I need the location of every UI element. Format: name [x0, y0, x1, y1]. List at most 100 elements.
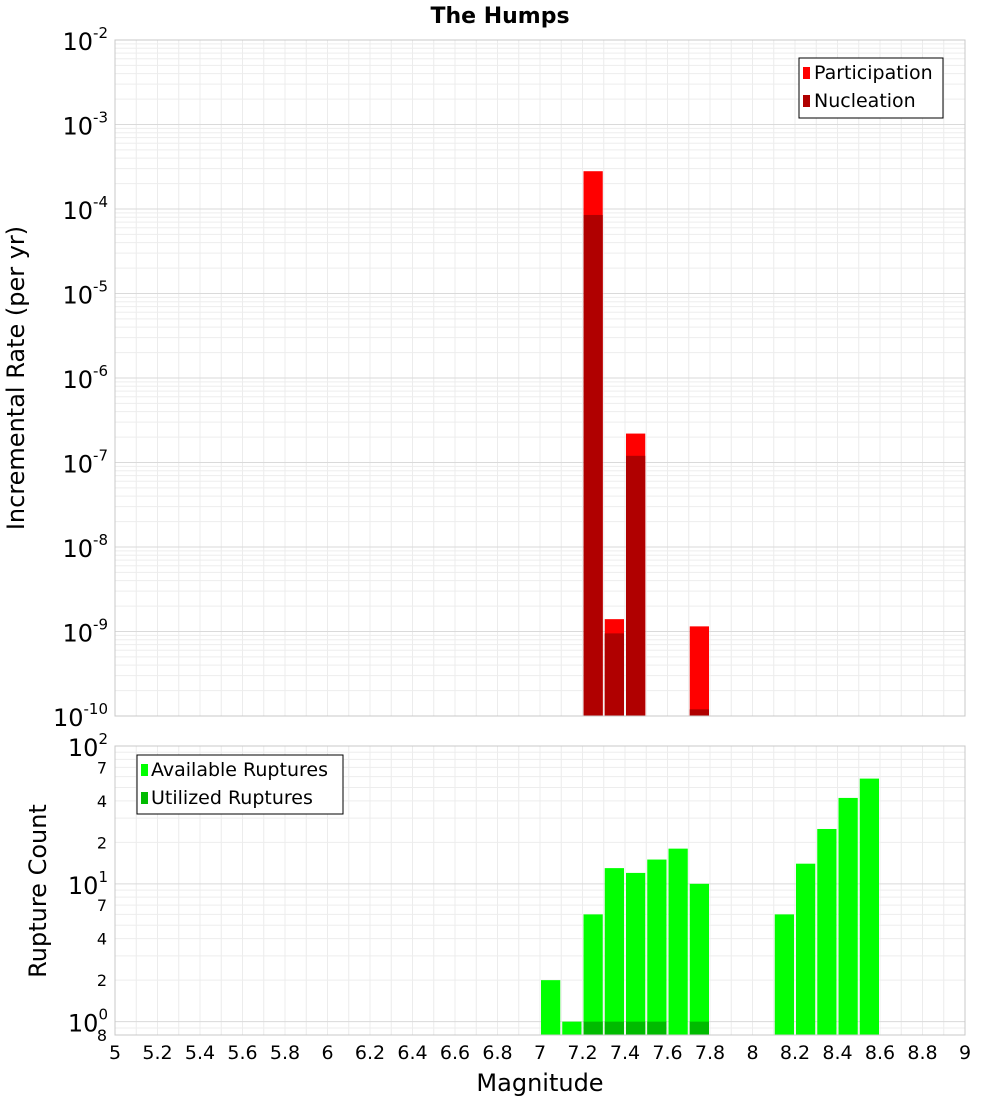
x-tick-label: 6.6 — [440, 1042, 470, 1064]
nucleation-bar — [689, 709, 709, 716]
x-tick-label: 6 — [321, 1042, 333, 1064]
magnitude-x-ticks: 5 5.2 5.4 5.6 5.8 6 6.2 6.4 6.6 6.8 7 7.2 7.4 7.6 7.8 8… — [109, 1042, 971, 1064]
y-tick-label: 8 — [97, 1026, 107, 1045]
y-tick-label: 101 — [68, 868, 108, 900]
utilized-ruptures-bar — [626, 1021, 646, 1035]
x-tick-label: 8.4 — [822, 1042, 852, 1064]
x-tick-label: 8 — [746, 1042, 758, 1064]
rate-bars — [583, 171, 709, 716]
y-tick-label: 4 — [97, 792, 107, 811]
magnitude-x-axis-label: Magnitude — [476, 1069, 603, 1097]
rate-y-axis-label: Incremental Rate (per yr) — [2, 226, 30, 530]
y-tick-base: 10 — [68, 872, 99, 900]
x-tick-label: 9 — [959, 1042, 971, 1064]
nucleation-legend-label: Nucleation — [814, 90, 916, 112]
y-tick-exponent: 2 — [98, 730, 108, 748]
y-tick-label: 2 — [97, 971, 107, 990]
available-ruptures-bar — [689, 883, 709, 1035]
y-tick-label: 7 — [97, 896, 107, 915]
available-ruptures-legend-label: Available Ruptures — [151, 759, 328, 781]
y-tick-label: 10-10 — [53, 700, 108, 732]
available-ruptures-bar — [626, 872, 646, 1035]
x-tick-label: 8.6 — [865, 1042, 895, 1064]
y-tick-base: 10 — [62, 113, 93, 141]
y-tick-exponent: 1 — [98, 868, 108, 886]
available-ruptures-bar — [647, 859, 667, 1035]
y-tick-base: 10 — [62, 366, 93, 394]
x-tick-label: 6.2 — [355, 1042, 385, 1064]
x-tick-label: 7.8 — [695, 1042, 725, 1064]
x-tick-label: 6.8 — [482, 1042, 512, 1064]
y-tick-label: 10-6 — [62, 362, 108, 394]
available-ruptures-bar — [817, 828, 837, 1035]
y-tick-label: 2 — [97, 833, 107, 852]
available-ruptures-bar — [838, 797, 858, 1035]
y-tick-label: 7 — [97, 758, 107, 777]
nucleation-bar — [583, 214, 603, 716]
y-tick-exponent: -8 — [93, 531, 108, 549]
y-tick-label: 10-2 — [62, 24, 108, 56]
y-tick-exponent: -5 — [93, 278, 108, 296]
y-tick-label: 10-4 — [62, 193, 108, 225]
nucleation-bar — [626, 455, 646, 716]
x-tick-label: 6.4 — [397, 1042, 427, 1064]
x-tick-label: 7 — [534, 1042, 546, 1064]
x-tick-label: 5.6 — [227, 1042, 257, 1064]
available-ruptures-bar — [774, 914, 794, 1035]
y-tick-label: 10-7 — [62, 447, 108, 479]
available-ruptures-swatch — [141, 764, 148, 776]
y-tick-label: 10-5 — [62, 278, 108, 310]
y-tick-base: 10 — [68, 734, 99, 762]
y-tick-exponent: -9 — [93, 616, 108, 634]
y-tick-label: 100 — [68, 1006, 108, 1038]
y-tick-exponent: -7 — [93, 447, 108, 465]
utilized-ruptures-bar — [647, 1021, 667, 1035]
participation-bar — [689, 626, 709, 716]
y-tick-exponent: 0 — [98, 1006, 108, 1024]
x-tick-label: 7.2 — [567, 1042, 597, 1064]
x-tick-label: 7.6 — [652, 1042, 682, 1064]
x-tick-label: 5.4 — [185, 1042, 215, 1064]
y-tick-exponent: -3 — [93, 109, 108, 127]
y-tick-base: 10 — [62, 451, 93, 479]
rate-plot-frame — [114, 39, 966, 717]
y-tick-exponent: -4 — [93, 193, 108, 211]
count-plot-frame — [114, 745, 966, 1036]
utilized-ruptures-bar — [604, 1021, 624, 1035]
available-ruptures-bar — [562, 1021, 582, 1035]
x-tick-label: 5.2 — [142, 1042, 172, 1064]
utilized-ruptures-swatch — [141, 792, 148, 804]
count-legend-box — [136, 754, 344, 815]
available-ruptures-bar — [796, 863, 816, 1035]
nucleation-swatch — [803, 95, 810, 107]
x-tick-label: 8.2 — [780, 1042, 810, 1064]
utilized-ruptures-legend-label: Utilized Ruptures — [151, 787, 313, 809]
chart-title: The Humps — [430, 4, 569, 29]
y-tick-label: 10-8 — [62, 531, 108, 563]
available-ruptures-bar — [583, 914, 603, 1035]
utilized-ruptures-bar — [689, 1021, 709, 1035]
y-tick-base: 10 — [62, 535, 93, 563]
y-tick-base: 10 — [62, 197, 93, 225]
x-tick-label: 8.8 — [907, 1042, 937, 1064]
y-tick-base: 10 — [68, 1010, 99, 1038]
rate-legend: Participation Nucleation — [798, 57, 944, 119]
y-tick-base: 10 — [62, 282, 93, 310]
x-tick-label: 5 — [109, 1042, 121, 1064]
count-legend: Available Ruptures Utilized Ruptures — [136, 754, 344, 815]
y-tick-exponent: -10 — [84, 700, 109, 718]
y-tick-label: 10-3 — [62, 109, 108, 141]
count-bars — [541, 778, 879, 1035]
available-ruptures-bar — [859, 778, 879, 1035]
participation-legend-label: Participation — [814, 62, 933, 84]
y-tick-base: 10 — [62, 620, 93, 648]
y-tick-base: 10 — [62, 28, 93, 56]
rate-gridlines — [114, 39, 966, 717]
x-tick-label: 7.4 — [610, 1042, 640, 1064]
rate-legend-box — [798, 57, 944, 119]
x-tick-label: 5.8 — [270, 1042, 300, 1064]
